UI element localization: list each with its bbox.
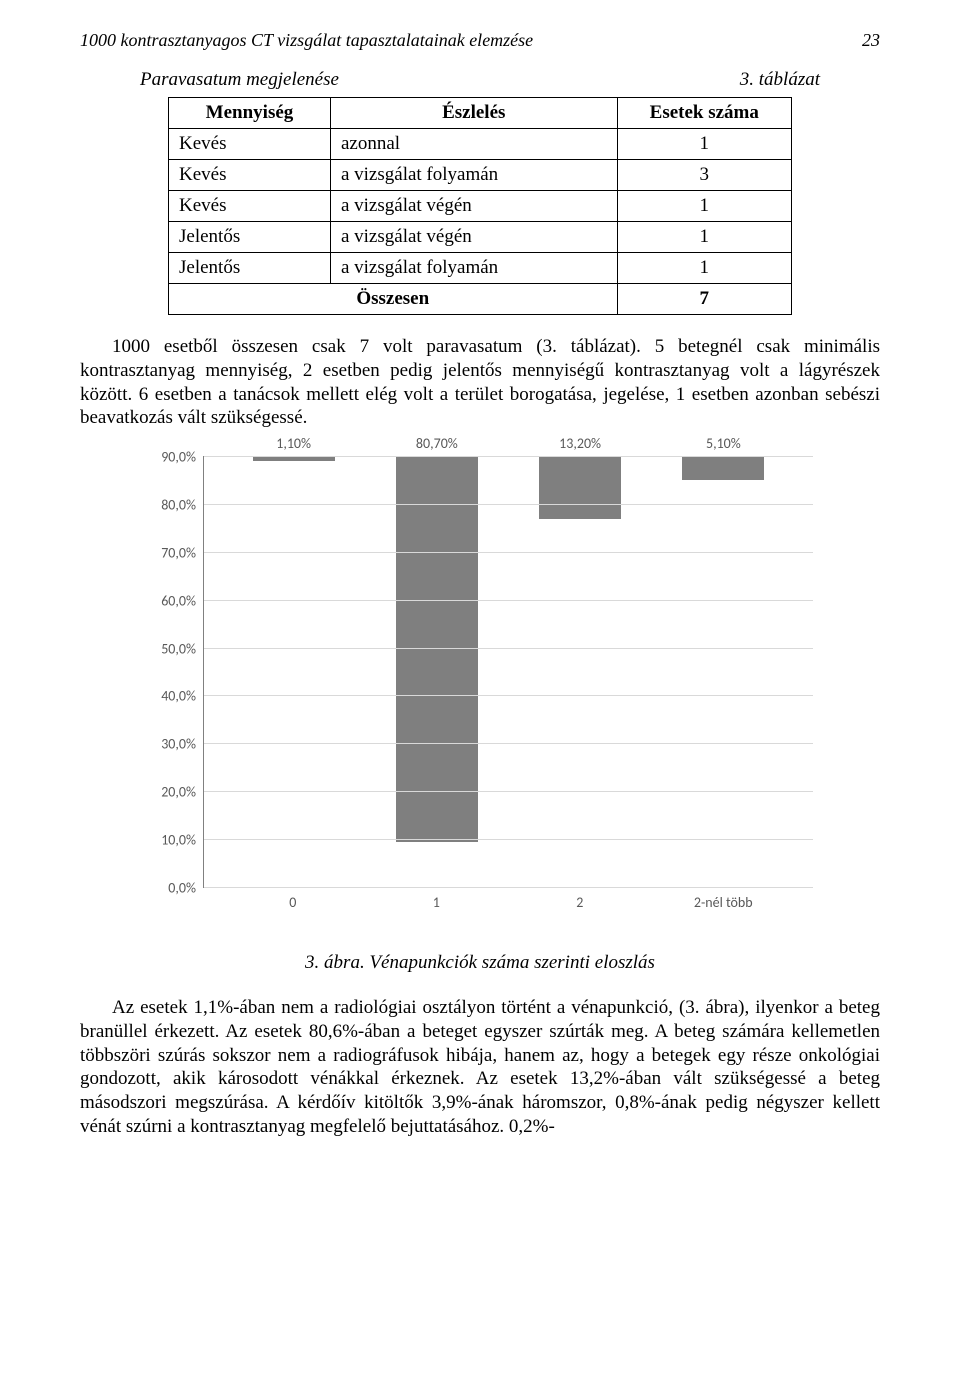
total-value: 7 <box>617 284 791 315</box>
cell-detect: a vizsgálat folyamán <box>330 253 617 284</box>
chart-x-label: 2-nél több <box>652 888 796 928</box>
table-total-row: Összesen7 <box>169 284 792 315</box>
chart-y-label: 50,0% <box>161 640 196 657</box>
chart-bar-value-label: 13,20% <box>559 435 601 452</box>
chart-bars: 1,10% 80,70% 13,20% 5,10% <box>204 456 813 887</box>
table-row: Jelentősa vizsgálat folyamán1 <box>169 253 792 284</box>
chart-bar: 5,10% <box>682 456 764 480</box>
header-title: 1000 kontrasztanyagos CT vizsgálat tapas… <box>80 30 533 51</box>
table-row: Kevésa vizsgálat végén1 <box>169 191 792 222</box>
chart-bar-slot: 13,20% <box>509 456 652 887</box>
cell-count: 1 <box>617 253 791 284</box>
cell-detect: azonnal <box>330 129 617 160</box>
col-detect: Észlelés <box>330 98 617 129</box>
col-qty: Mennyiség <box>169 98 331 129</box>
cell-qty: Jelentős <box>169 222 331 253</box>
table-caption-left: Paravasatum megjelenése <box>140 69 339 91</box>
table-row: Kevésazonnal1 <box>169 129 792 160</box>
chart-gridline: 20,0% <box>204 791 813 792</box>
table-row: Jelentősa vizsgálat végén1 <box>169 222 792 253</box>
chart-gridline: 90,0% <box>204 456 813 457</box>
cell-detect: a vizsgálat végén <box>330 222 617 253</box>
chart-y-label: 0,0% <box>168 880 196 897</box>
chart-gridline: 40,0% <box>204 695 813 696</box>
page-header: 1000 kontrasztanyagos CT vizsgálat tapas… <box>80 30 880 51</box>
header-page-number: 23 <box>862 30 880 51</box>
table-caption-right: 3. táblázat <box>740 69 820 91</box>
cell-count: 1 <box>617 129 791 160</box>
venapunkcio-chart: 1,10% 80,70% 13,20% 5,10% 0,0% 10,0% 20,0% 30,… <box>135 448 825 928</box>
cell-qty: Kevés <box>169 129 331 160</box>
cell-qty: Kevés <box>169 160 331 191</box>
chart-x-labels: 0122-nél több <box>203 888 813 928</box>
chart-bar-slot: 1,10% <box>222 456 365 887</box>
table-caption: Paravasatum megjelenése 3. táblázat <box>80 69 880 91</box>
cell-detect: a vizsgálat folyamán <box>330 160 617 191</box>
cell-count: 1 <box>617 191 791 222</box>
chart-x-label: 2 <box>508 888 652 928</box>
cell-qty: Jelentős <box>169 253 331 284</box>
cell-count: 1 <box>617 222 791 253</box>
chart-y-label: 40,0% <box>161 688 196 705</box>
paragraph-1: 1000 esetből összesen csak 7 volt parava… <box>80 335 880 430</box>
cell-count: 3 <box>617 160 791 191</box>
paragraph-2: Az esetek 1,1%-ában nem a radiológiai os… <box>80 996 880 1139</box>
col-count: Esetek száma <box>617 98 791 129</box>
chart-y-label: 80,0% <box>161 496 196 513</box>
chart-bar-value-label: 5,10% <box>706 435 741 452</box>
chart-bar-value-label: 1,10% <box>276 435 311 452</box>
cell-qty: Kevés <box>169 191 331 222</box>
chart-gridline: 50,0% <box>204 648 813 649</box>
chart-gridline: 80,0% <box>204 504 813 505</box>
chart-bar-slot: 5,10% <box>652 456 795 887</box>
chart-y-label: 30,0% <box>161 736 196 753</box>
chart-bar: 80,70% <box>396 456 478 842</box>
chart-bar-slot: 80,70% <box>365 456 508 887</box>
table-row: Kevésa vizsgálat folyamán3 <box>169 160 792 191</box>
chart-y-label: 60,0% <box>161 592 196 609</box>
table-header-row: Mennyiség Észlelés Esetek száma <box>169 98 792 129</box>
chart-bar-value-label: 80,70% <box>416 435 458 452</box>
chart-bar: 13,20% <box>539 456 621 519</box>
chart-gridline: 70,0% <box>204 552 813 553</box>
paravasatum-table: Mennyiség Észlelés Esetek száma Kevésazo… <box>168 97 792 315</box>
figure-caption: 3. ábra. Vénapunkciók száma szerinti elo… <box>80 952 880 974</box>
chart-plot-area: 1,10%80,70%13,20%5,10% 0,0%10,0%20,0%30,… <box>203 456 813 888</box>
chart-x-label: 1 <box>365 888 509 928</box>
chart-y-label: 70,0% <box>161 544 196 561</box>
total-label: Összesen <box>169 284 618 315</box>
cell-detect: a vizsgálat végén <box>330 191 617 222</box>
chart-gridline: 30,0% <box>204 743 813 744</box>
chart-gridline: 10,0% <box>204 839 813 840</box>
chart-gridline: 60,0% <box>204 600 813 601</box>
chart-y-label: 10,0% <box>161 832 196 849</box>
chart-y-label: 20,0% <box>161 784 196 801</box>
chart-y-label: 90,0% <box>161 449 196 466</box>
chart-x-label: 0 <box>221 888 365 928</box>
